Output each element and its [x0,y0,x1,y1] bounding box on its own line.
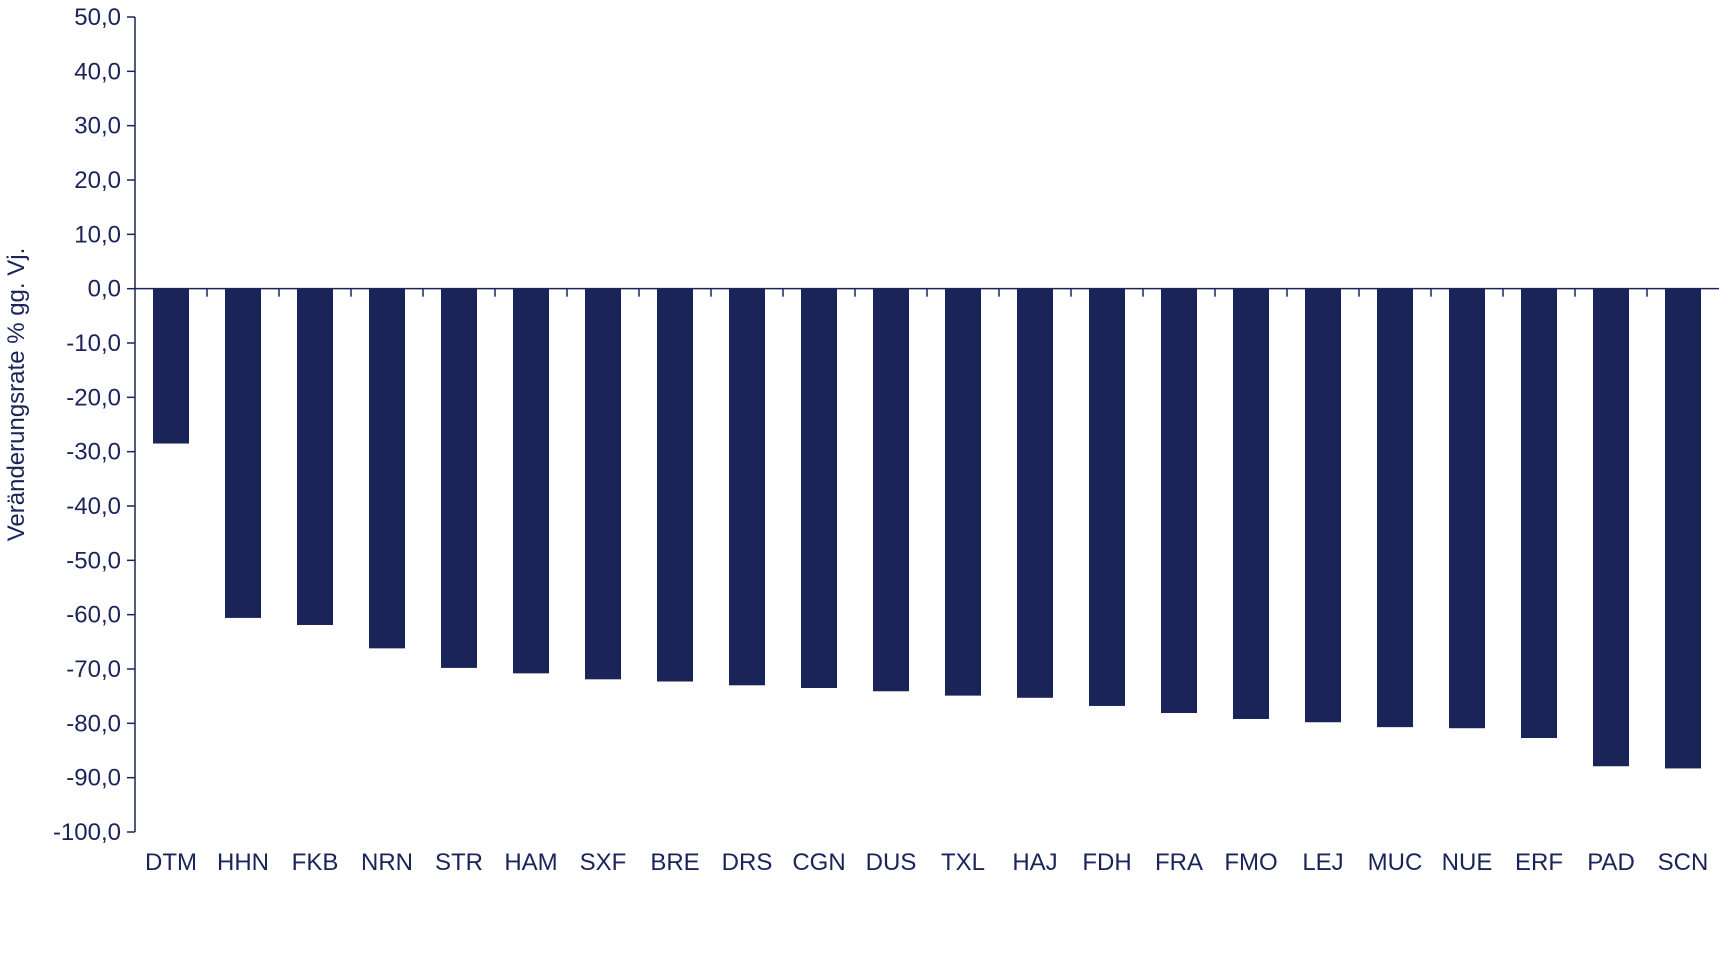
bar-txl [945,288,981,696]
bar-str [441,288,477,668]
y-tick-label: 40,0 [74,58,121,85]
bar-hhn [225,288,261,618]
x-category-label: FKB [292,849,339,876]
bars [153,288,1701,769]
bar-nrn [369,288,405,649]
bar-fkb [297,288,333,625]
x-category-label: CGN [792,849,845,876]
x-category-label: PAD [1587,849,1635,876]
y-tick-label: 10,0 [74,221,121,248]
y-axis-label: Veränderungsrate % gg. Vj. [3,248,30,542]
y-tick-label: -100,0 [53,819,121,846]
x-category-label: MUC [1368,849,1423,876]
bar-sxf [585,288,621,680]
x-category-label: HAM [504,849,557,876]
y-tick-label: 20,0 [74,167,121,194]
bar-dus [873,288,909,692]
x-category-label: NUE [1442,849,1493,876]
axes [134,17,1719,832]
bar-fdh [1089,288,1125,706]
x-category-label: DUS [866,849,917,876]
bar-drs [729,288,765,686]
x-category-label: DTM [145,849,197,876]
x-category-label: DRS [722,849,773,876]
x-category-label: ERF [1515,849,1563,876]
x-category-label: HAJ [1012,849,1057,876]
x-category-label: HHN [217,849,269,876]
bar-fra [1161,288,1197,714]
y-tick-label: -60,0 [66,602,121,629]
y-tick-label: -40,0 [66,493,121,520]
x-category-label: SCN [1658,849,1709,876]
x-category-label: SXF [580,849,627,876]
x-category-label: FDH [1082,849,1131,876]
x-category-label: NRN [361,849,413,876]
y-tick-label: 30,0 [74,113,121,140]
x-axis-labels: DTM HHN FKB NRN STR HAM SXF BRE DRS CGN DUS TXL HAJ F… [145,849,1708,876]
bar-ham [513,288,549,674]
y-tick-label: -80,0 [66,710,121,737]
y-tick-label: -20,0 [66,384,121,411]
bar-haj [1017,288,1053,698]
x-category-label: FMO [1224,849,1277,876]
x-category-label: FRA [1155,849,1203,876]
x-category-label: BRE [650,849,699,876]
y-tick-label: 0,0 [88,276,121,303]
y-tick-label: -30,0 [66,439,121,466]
x-category-label: LEJ [1302,849,1343,876]
bar-scn [1665,288,1701,769]
bar-fmo [1233,288,1269,719]
bar-muc [1377,288,1413,728]
bar-lej [1305,288,1341,723]
x-category-label: TXL [941,849,985,876]
x-category-label: STR [435,849,483,876]
bar-dtm [153,288,189,444]
y-tick-label: -50,0 [66,547,121,574]
bar-cgn [801,288,837,689]
bar-bre [657,288,693,682]
y-tick-label: -10,0 [66,330,121,357]
y-axis-ticks: 50,0 40,0 30,0 20,0 10,0 0,0 -10,0 -20,0 -30,0 -4… [53,4,135,846]
y-tick-label: -90,0 [66,765,121,792]
bar-nue [1449,288,1485,729]
y-tick-label: 50,0 [74,4,121,31]
bar-pad [1593,288,1629,767]
y-tick-label: -70,0 [66,656,121,683]
bar-erf [1521,288,1557,739]
